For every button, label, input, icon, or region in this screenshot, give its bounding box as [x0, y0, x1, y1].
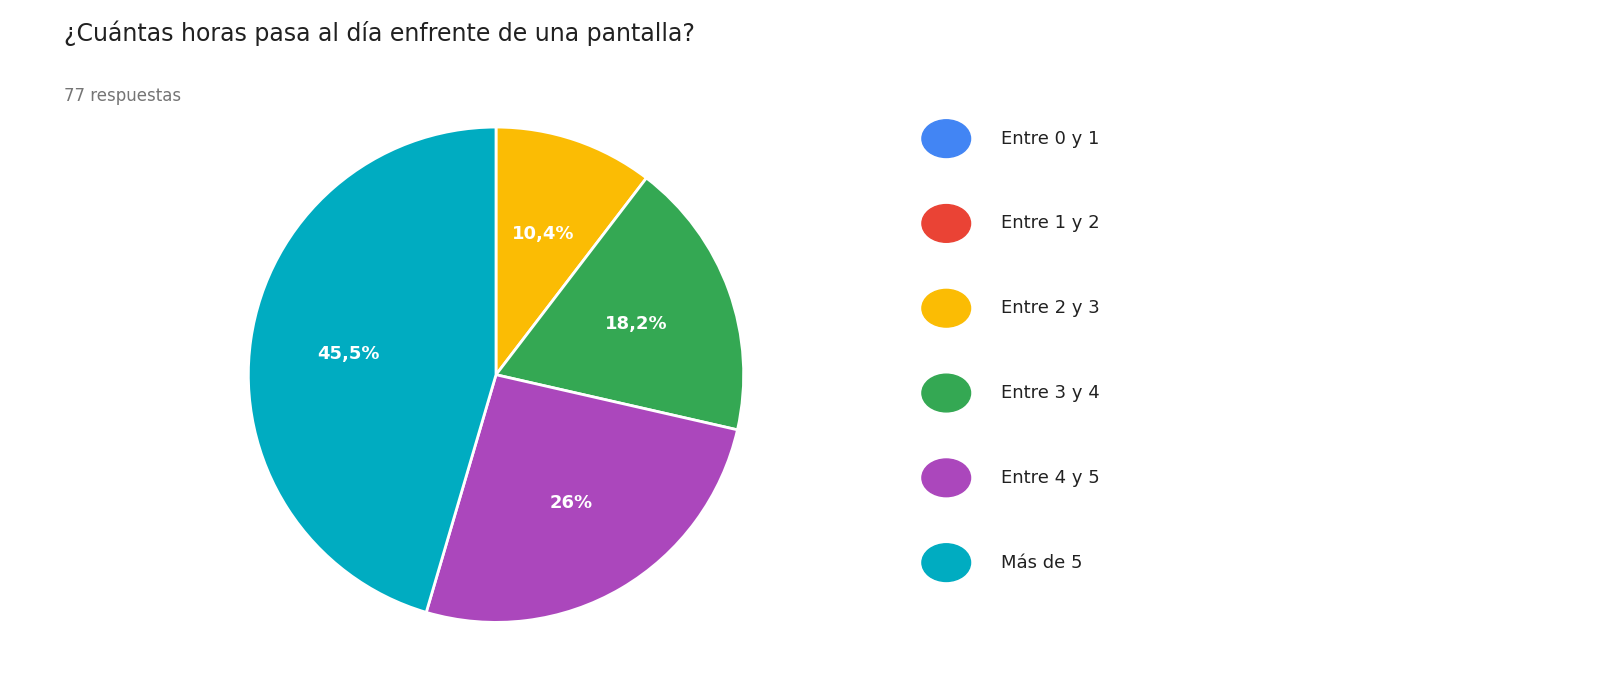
Text: 18,2%: 18,2%: [605, 315, 667, 333]
Wedge shape: [496, 178, 744, 430]
Circle shape: [922, 374, 971, 412]
Text: Entre 4 y 5: Entre 4 y 5: [1002, 469, 1099, 487]
Text: Entre 0 y 1: Entre 0 y 1: [1002, 130, 1099, 147]
Text: 10,4%: 10,4%: [512, 225, 574, 243]
Circle shape: [922, 120, 971, 157]
Text: ¿Cuántas horas pasa al día enfrente de una pantalla?: ¿Cuántas horas pasa al día enfrente de u…: [64, 20, 694, 46]
Text: 45,5%: 45,5%: [318, 345, 381, 363]
Text: Entre 3 y 4: Entre 3 y 4: [1002, 384, 1099, 402]
Text: Entre 2 y 3: Entre 2 y 3: [1002, 299, 1099, 317]
Wedge shape: [496, 127, 646, 375]
Circle shape: [922, 205, 971, 242]
Text: 26%: 26%: [550, 494, 592, 512]
Text: Entre 1 y 2: Entre 1 y 2: [1002, 215, 1099, 232]
Wedge shape: [426, 375, 738, 623]
Circle shape: [922, 544, 971, 581]
Text: Más de 5: Más de 5: [1002, 554, 1083, 571]
Text: 77 respuestas: 77 respuestas: [64, 87, 181, 106]
Circle shape: [922, 289, 971, 327]
Wedge shape: [248, 127, 496, 612]
Circle shape: [922, 459, 971, 497]
